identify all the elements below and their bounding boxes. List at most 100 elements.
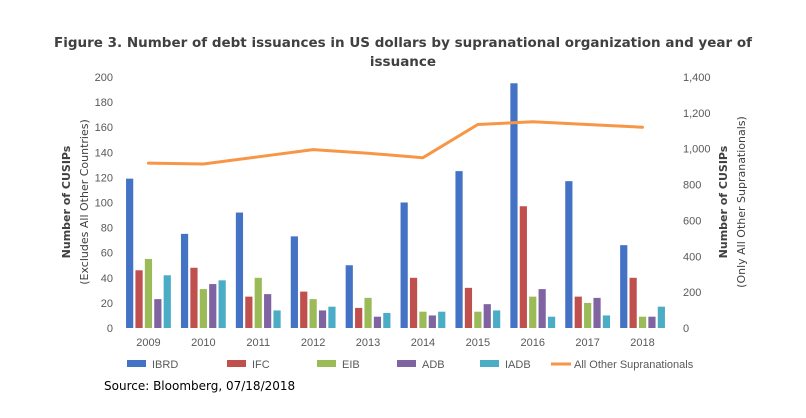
bar-iadb-2018 xyxy=(657,306,665,328)
x-tick-label: 2011 xyxy=(246,337,270,349)
right-tick-label: 0 xyxy=(683,323,689,335)
right-axis-title-line-1: Number of CUSIPs xyxy=(717,145,730,258)
x-tick-label: 2012 xyxy=(301,337,325,349)
bar-ibrd-2011 xyxy=(235,212,244,328)
bar-adb-2016 xyxy=(538,289,546,328)
bar-ibrd-2017 xyxy=(565,181,573,328)
legend-label-iadb: IADB xyxy=(505,359,531,371)
bar-ifc-2017 xyxy=(574,296,582,329)
bar-eib-2018 xyxy=(638,316,647,328)
bar-iadb-2009 xyxy=(163,275,171,328)
left-tick-label: 160 xyxy=(95,122,113,134)
bar-eib-2009 xyxy=(144,258,153,328)
bar-adb-2009 xyxy=(154,299,162,328)
legend-label-all-other-supranationals: All Other Supranationals xyxy=(574,359,694,371)
source-note: Source: Bloomberg, 07/18/2018 xyxy=(104,379,295,393)
bar-ifc-2011 xyxy=(245,296,253,329)
legend-swatch-ibrd xyxy=(127,360,146,367)
right-tick-label: 800 xyxy=(683,180,701,192)
left-tick-label: 40 xyxy=(101,273,113,285)
line-series xyxy=(146,120,644,166)
left-tick-label: 0 xyxy=(107,323,113,335)
bar-ifc-2009 xyxy=(135,270,143,328)
bar-iadb-2013 xyxy=(383,312,391,328)
legend-swatch-adb xyxy=(397,360,416,367)
right-tick-label: 1,400 xyxy=(683,72,711,84)
x-tick-label: 2014 xyxy=(411,337,435,349)
bar-iadb-2012 xyxy=(328,306,336,328)
bar-adb-2011 xyxy=(264,294,272,328)
legend-label-adb: ADB xyxy=(422,359,445,371)
bar-ibrd-2014 xyxy=(400,202,408,328)
right-axis-ticks: 0 200 400 600 800 1,000 1,200 1,400 xyxy=(683,72,711,335)
left-tick-label: 120 xyxy=(95,172,113,184)
x-tick-label: 2016 xyxy=(521,337,545,349)
bar-ibrd-2016 xyxy=(510,83,518,328)
bar-ibrd-2013 xyxy=(345,265,353,328)
bar-eib-2012 xyxy=(309,299,317,328)
x-tick-label: 2010 xyxy=(191,337,215,349)
right-tick-label: 1,000 xyxy=(683,144,711,156)
bar-ifc-2015 xyxy=(464,287,473,328)
bar-ifc-2013 xyxy=(355,307,363,328)
bar-adb-2012 xyxy=(318,310,327,328)
bar-ibrd-2009 xyxy=(126,178,134,328)
bar-eib-2010 xyxy=(199,289,207,328)
bar-adb-2013 xyxy=(373,316,382,328)
left-tick-label: 60 xyxy=(101,248,113,260)
x-axis-ticks: 2009 2010 2011 2012 2013 2014 2015 2016 2017 2018 xyxy=(136,337,655,349)
bar-ibrd-2012 xyxy=(290,236,298,328)
right-axis-title-line-2: (Only All Other Supranationals) xyxy=(735,116,748,288)
left-tick-label: 140 xyxy=(95,147,113,159)
left-tick-label: 180 xyxy=(95,97,113,109)
bar-series xyxy=(126,83,665,329)
x-tick-label: 2015 xyxy=(466,337,490,349)
legend: IBRD IFC EIB ADB IADB All Other Supranational… xyxy=(127,359,694,371)
x-tick-label: 2017 xyxy=(575,337,599,349)
right-tick-label: 400 xyxy=(683,251,701,263)
bar-eib-2015 xyxy=(474,311,482,328)
bar-ibrd-2018 xyxy=(620,245,628,328)
bar-adb-2017 xyxy=(593,297,601,328)
left-axis-title-line-1: Number of CUSIPs xyxy=(60,145,73,258)
bar-adb-2018 xyxy=(648,316,656,328)
left-axis-ticks: 0 20 40 60 80 100 120 140 160 180 200 xyxy=(95,72,113,335)
bar-iadb-2014 xyxy=(438,311,446,328)
right-tick-label: 600 xyxy=(683,215,701,227)
left-axis-title-line-2: (Excludes All Other Countries) xyxy=(78,119,91,285)
right-tick-label: 1,200 xyxy=(683,108,711,120)
bar-adb-2010 xyxy=(209,284,217,328)
x-tick-label: 2013 xyxy=(356,337,380,349)
bar-ifc-2016 xyxy=(519,206,527,328)
bar-iadb-2015 xyxy=(493,310,501,328)
bar-iadb-2010 xyxy=(218,280,226,328)
bar-eib-2016 xyxy=(529,296,537,329)
bar-adb-2015 xyxy=(483,304,491,328)
bar-adb-2014 xyxy=(428,315,436,328)
bar-ifc-2012 xyxy=(300,291,308,328)
chart-title-line-2: issuance xyxy=(370,54,436,70)
legend-label-ibrd: IBRD xyxy=(152,359,178,371)
chart-title-line-1: Figure 3. Number of debt issuances in US… xyxy=(54,35,752,51)
bar-eib-2014 xyxy=(419,311,427,328)
bar-ifc-2010 xyxy=(190,267,198,328)
legend-swatch-ifc xyxy=(227,360,246,367)
left-tick-label: 100 xyxy=(95,198,113,210)
x-tick-label: 2018 xyxy=(630,337,654,349)
legend-swatch-eib xyxy=(317,360,336,367)
bar-eib-2011 xyxy=(254,277,262,328)
left-tick-label: 200 xyxy=(95,72,113,84)
bar-ifc-2014 xyxy=(409,277,418,328)
x-tick-label: 2009 xyxy=(136,337,160,349)
legend-swatch-iadb xyxy=(480,360,499,367)
left-tick-label: 20 xyxy=(101,298,113,310)
legend-label-eib: EIB xyxy=(342,359,360,371)
bar-iadb-2011 xyxy=(273,310,281,328)
right-tick-label: 200 xyxy=(683,287,701,299)
bar-ifc-2018 xyxy=(629,277,637,328)
line-all-other-supranationals xyxy=(146,120,644,166)
bar-ibrd-2010 xyxy=(180,233,189,329)
left-tick-label: 80 xyxy=(101,223,113,235)
legend-label-ifc: IFC xyxy=(252,359,270,371)
